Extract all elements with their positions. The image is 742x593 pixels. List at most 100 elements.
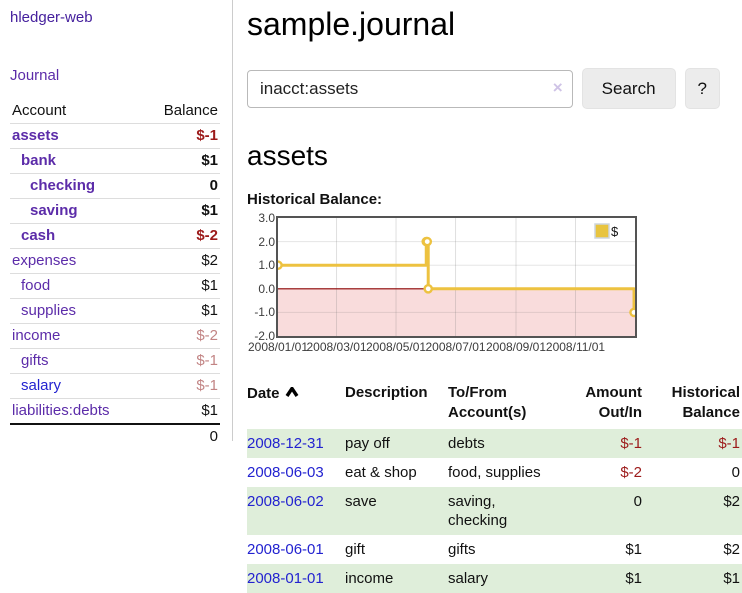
x-tick-label: 2008/11/01 bbox=[545, 340, 606, 354]
page-title: sample.journal bbox=[247, 6, 456, 42]
account-balance: $-1 bbox=[196, 377, 218, 394]
y-tick-label: 0.0 bbox=[258, 281, 275, 296]
sidebar-account-link[interactable]: expenses bbox=[12, 252, 77, 269]
account-balance: $-1 bbox=[196, 127, 218, 144]
transaction-description: eat & shop bbox=[345, 464, 417, 481]
chart-canvas: $ bbox=[278, 218, 635, 336]
transaction-balance: $2 bbox=[723, 493, 740, 510]
accounts-table: Account Balance assets $-1 bank $1 checking 0… bbox=[10, 99, 220, 449]
transaction-balance: $1 bbox=[723, 570, 740, 587]
account-balance: $1 bbox=[201, 202, 218, 219]
account-balance: $2 bbox=[201, 252, 218, 269]
search-input-wrap: × bbox=[247, 69, 573, 108]
account-balance: $1 bbox=[201, 402, 218, 419]
transaction-date: 2008-06-02 bbox=[247, 487, 345, 535]
sidebar-item-journal[interactable]: Journal bbox=[10, 67, 60, 84]
account-row: supplies $1 bbox=[10, 299, 220, 324]
account-row: expenses $2 bbox=[10, 249, 220, 274]
account-row: checking 0 bbox=[10, 174, 220, 199]
account-balance: 0 bbox=[209, 177, 218, 194]
account-row: gifts $-1 bbox=[10, 349, 220, 374]
register-row: 2008-06-01 gift gifts $1 $2 bbox=[247, 535, 742, 564]
sidebar-account-link[interactable]: bank bbox=[21, 152, 57, 169]
register-header-accounts: To/From Account(s) bbox=[448, 384, 527, 421]
account-row: bank $1 bbox=[10, 149, 220, 174]
register-table: Date Description To/From Account(s) Amou… bbox=[247, 381, 742, 593]
account-balance: $-1 bbox=[196, 352, 218, 369]
transaction-date: 2008-06-03 bbox=[247, 458, 345, 487]
transaction-amount: $1 bbox=[625, 541, 642, 558]
sidebar-account-link[interactable]: salary bbox=[21, 377, 62, 394]
sidebar-account-link[interactable]: supplies bbox=[21, 302, 77, 319]
help-button[interactable]: ? bbox=[684, 68, 720, 109]
transaction-date-link[interactable]: 2008-12-31 bbox=[247, 435, 324, 452]
transaction-description: pay off bbox=[345, 435, 390, 452]
sidebar-account-link[interactable]: income bbox=[12, 327, 61, 344]
x-tick-label: 2008/05/01 bbox=[365, 340, 427, 354]
accounts-header-balance: Balance bbox=[163, 102, 218, 119]
sidebar-account-link[interactable]: gifts bbox=[21, 352, 49, 369]
app-title-link[interactable]: hledger-web bbox=[10, 9, 93, 26]
transaction-date-link[interactable]: 2008-01-01 bbox=[247, 570, 324, 587]
transaction-balance: $2 bbox=[723, 541, 740, 558]
transaction-accounts: food, supplies bbox=[448, 464, 541, 481]
transaction-amount: $1 bbox=[625, 570, 642, 587]
register-header-amount: Amount Out/In bbox=[585, 384, 642, 421]
chart-x-axis: 2008/01/01 2008/03/01 2008/05/01 2008/07/01… bbox=[248, 340, 637, 356]
x-tick-label: 2008/01/01 bbox=[247, 340, 309, 354]
transaction-accounts: saving, checking bbox=[448, 493, 508, 529]
sidebar-account-link[interactable]: assets bbox=[12, 127, 59, 144]
account-balance: $-2 bbox=[196, 227, 218, 244]
account-heading: assets bbox=[247, 140, 328, 171]
accounts-header-account: Account bbox=[12, 102, 67, 119]
historical-balance-chart: 3.0 2.0 1.0 0.0 -1.0 -2.0 $ 2008/01/01 2008/03… bbox=[247, 211, 720, 358]
register-header-row: Date Description To/From Account(s) Amou… bbox=[247, 381, 742, 429]
transaction-date: 2008-06-01 bbox=[247, 535, 345, 564]
transaction-description: gift bbox=[345, 541, 366, 558]
transaction-description: income bbox=[345, 570, 394, 587]
register-header-description: Description bbox=[345, 384, 428, 401]
transaction-date: 2008-01-01 bbox=[247, 564, 345, 593]
transaction-date-link[interactable]: 2008-06-02 bbox=[247, 493, 324, 510]
account-balance: $-2 bbox=[196, 327, 218, 344]
account-balance: $1 bbox=[201, 302, 218, 319]
sidebar-account-link[interactable]: cash bbox=[21, 227, 56, 244]
sidebar-account-link[interactable]: liabilities:debts bbox=[12, 402, 110, 419]
accounts-total-value: 0 bbox=[209, 428, 218, 445]
x-tick-label: 2008/09/01 bbox=[485, 340, 547, 354]
transaction-date: 2008-12-31 bbox=[247, 429, 345, 458]
y-tick-label: -1.0 bbox=[254, 305, 275, 320]
y-tick-label: 2.0 bbox=[258, 234, 275, 249]
account-row: liabilities:debts $1 bbox=[10, 399, 220, 425]
account-row: saving $1 bbox=[10, 199, 220, 224]
clear-search-icon[interactable]: × bbox=[552, 77, 563, 97]
sidebar: hledger-web Journal Account Balance asse… bbox=[0, 0, 232, 593]
account-row: income $-2 bbox=[10, 324, 220, 349]
chart-legend: $ bbox=[594, 223, 619, 239]
register-header-balance: Historical Balance bbox=[671, 384, 740, 421]
search-input[interactable] bbox=[247, 69, 573, 108]
y-tick-label: 3.0 bbox=[258, 211, 275, 225]
transaction-description: save bbox=[345, 493, 377, 510]
search-button[interactable]: Search bbox=[581, 68, 676, 109]
sort-caret-up-icon bbox=[285, 383, 299, 403]
transaction-date-link[interactable]: 2008-06-01 bbox=[247, 541, 324, 558]
register-row: 2008-12-31 pay off debts $-1 $-1 bbox=[247, 429, 742, 458]
register-row: 2008-01-01 income salary $1 $1 bbox=[247, 564, 742, 593]
x-tick-label: 2008/03/01 bbox=[306, 340, 367, 354]
register-header-date[interactable]: Date bbox=[247, 381, 345, 429]
sidebar-account-link[interactable]: checking bbox=[30, 177, 96, 194]
transaction-balance: $-1 bbox=[718, 435, 740, 452]
transaction-amount: 0 bbox=[633, 493, 642, 510]
transaction-amount: $-1 bbox=[620, 435, 642, 452]
transaction-accounts: debts bbox=[448, 435, 485, 452]
search-bar: × Search ? bbox=[247, 68, 720, 109]
sidebar-account-link[interactable]: saving bbox=[30, 202, 78, 219]
sidebar-account-link[interactable]: food bbox=[21, 277, 51, 294]
chart-plot-area: $ bbox=[276, 216, 637, 338]
transaction-amount: $-2 bbox=[620, 464, 642, 481]
x-tick-label: 2008/07/01 bbox=[425, 340, 486, 354]
svg-text:$: $ bbox=[611, 224, 619, 239]
transaction-date-link[interactable]: 2008-06-03 bbox=[247, 464, 324, 481]
